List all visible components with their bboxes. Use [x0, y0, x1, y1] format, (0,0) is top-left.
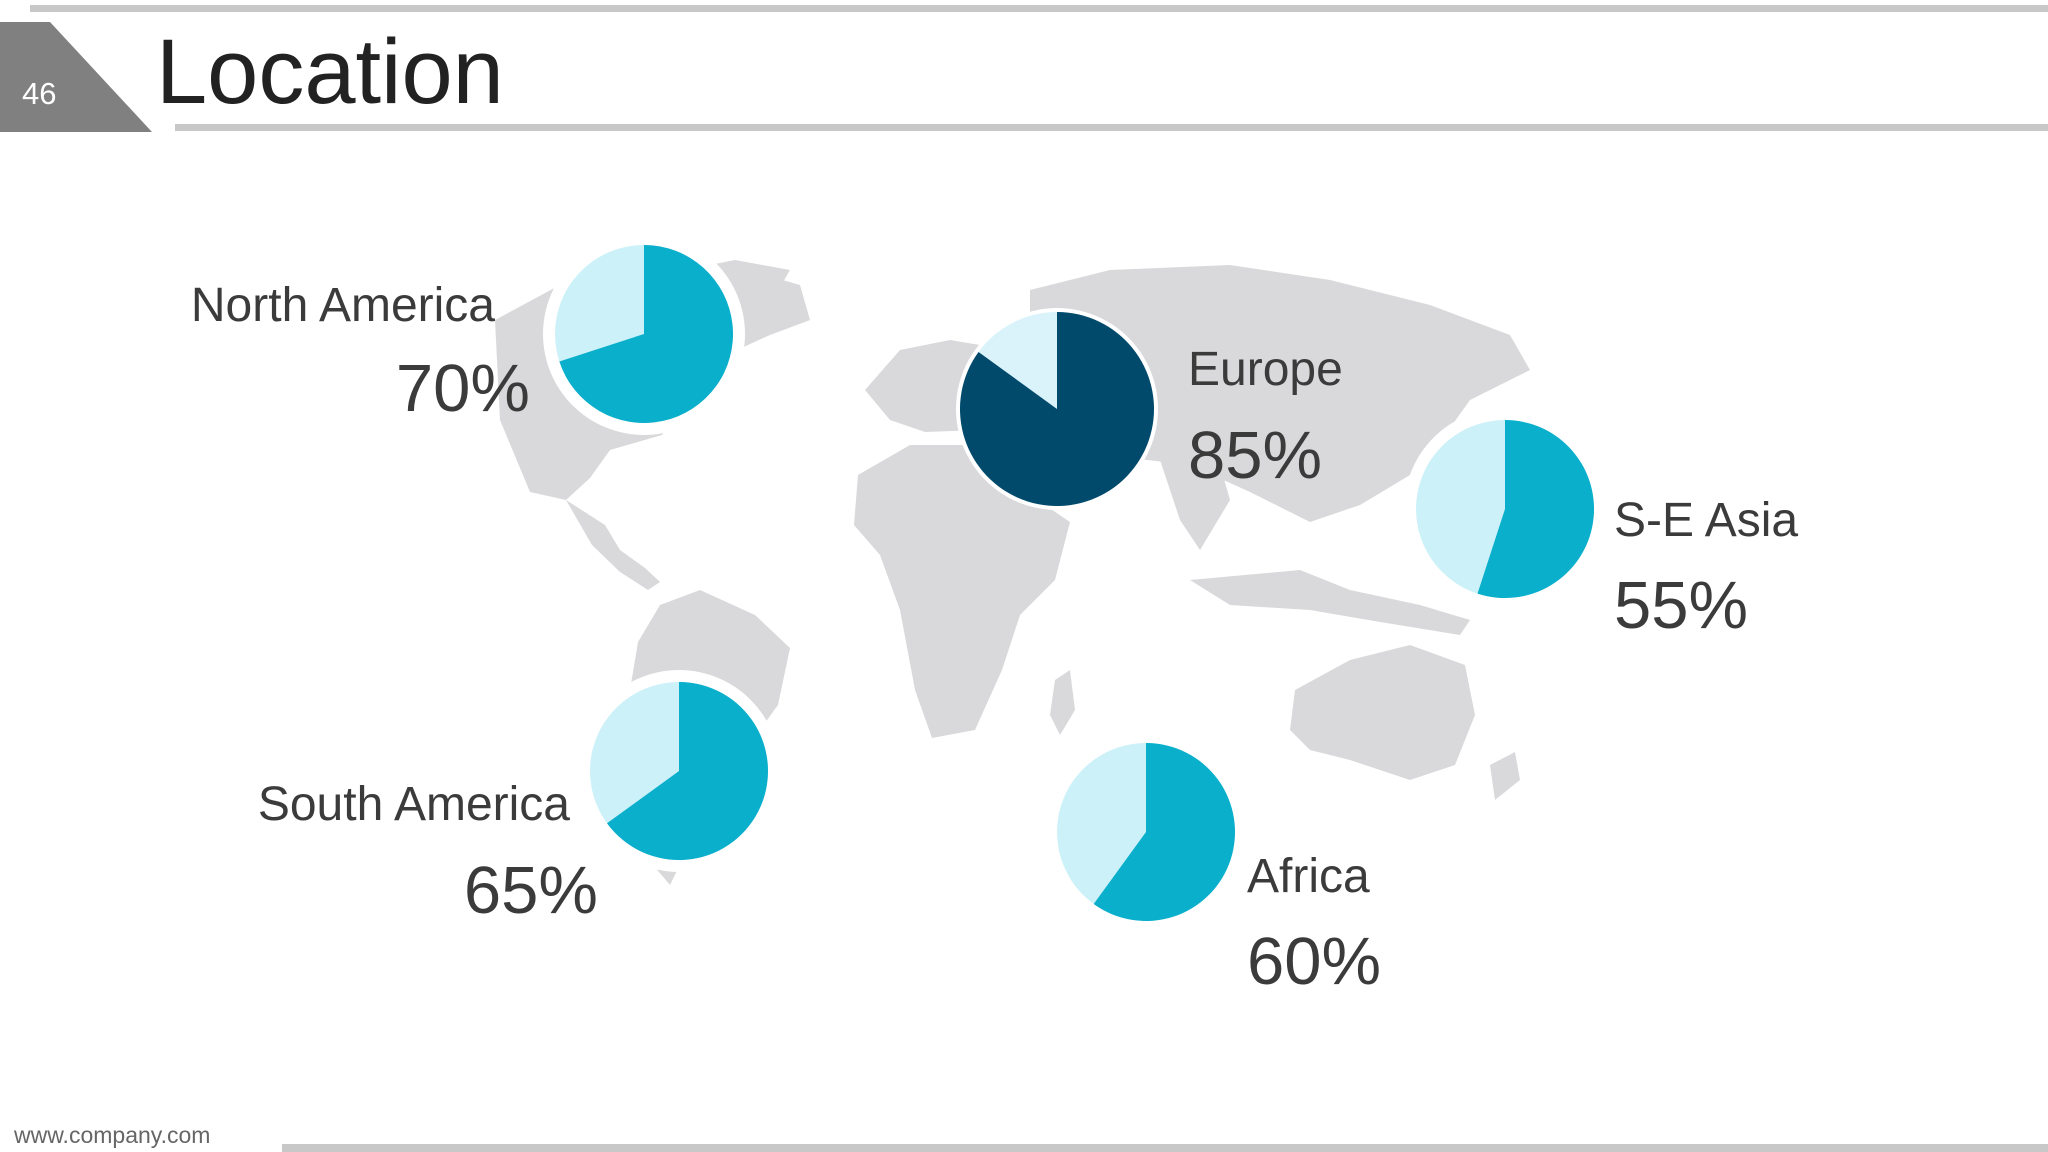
map-australia [1290, 645, 1475, 780]
map-central-america [566, 500, 660, 590]
map-madagascar [1050, 670, 1075, 735]
pie-africa [1045, 731, 1247, 933]
slide-number-tab [0, 22, 152, 132]
footer-url: www.company.com [14, 1122, 211, 1148]
pie-se-asia-wedge [1477, 420, 1595, 598]
pie-south-america-wedge [607, 682, 769, 860]
slide-number: 46 [22, 76, 57, 111]
pie-north-america-wedge [559, 245, 734, 423]
pie-europe-wedge [960, 312, 1155, 506]
region-name-south-america: South America [257, 778, 570, 831]
region-percent-se-asia: 55% [1614, 568, 1749, 643]
pie-se-asia [1404, 408, 1606, 610]
title-rule [175, 124, 2048, 131]
pie-europe [956, 308, 1158, 510]
top-rule [30, 5, 2048, 12]
map-asia [1030, 265, 1530, 522]
region-percent-africa: 60% [1247, 924, 1382, 999]
region-percent-north-america: 70% [395, 351, 530, 426]
pie-africa-wedge [1093, 743, 1236, 921]
region-name-north-america: North America [190, 279, 495, 332]
region-name-se-asia: S-E Asia [1614, 494, 1799, 547]
region-percent-europe: 85% [1188, 418, 1323, 493]
bottom-rule [282, 1144, 2048, 1152]
map-africa [854, 445, 1070, 738]
map-indonesia [1190, 570, 1470, 635]
map-new-zealand [1490, 752, 1520, 800]
map-india [1160, 460, 1230, 550]
pie-south-america [578, 670, 780, 872]
page-title: Location [156, 21, 504, 123]
region-name-africa: Africa [1247, 850, 1370, 903]
region-percent-south-america: 65% [463, 853, 598, 928]
region-name-europe: Europe [1188, 343, 1343, 396]
pie-north-america [543, 233, 745, 435]
